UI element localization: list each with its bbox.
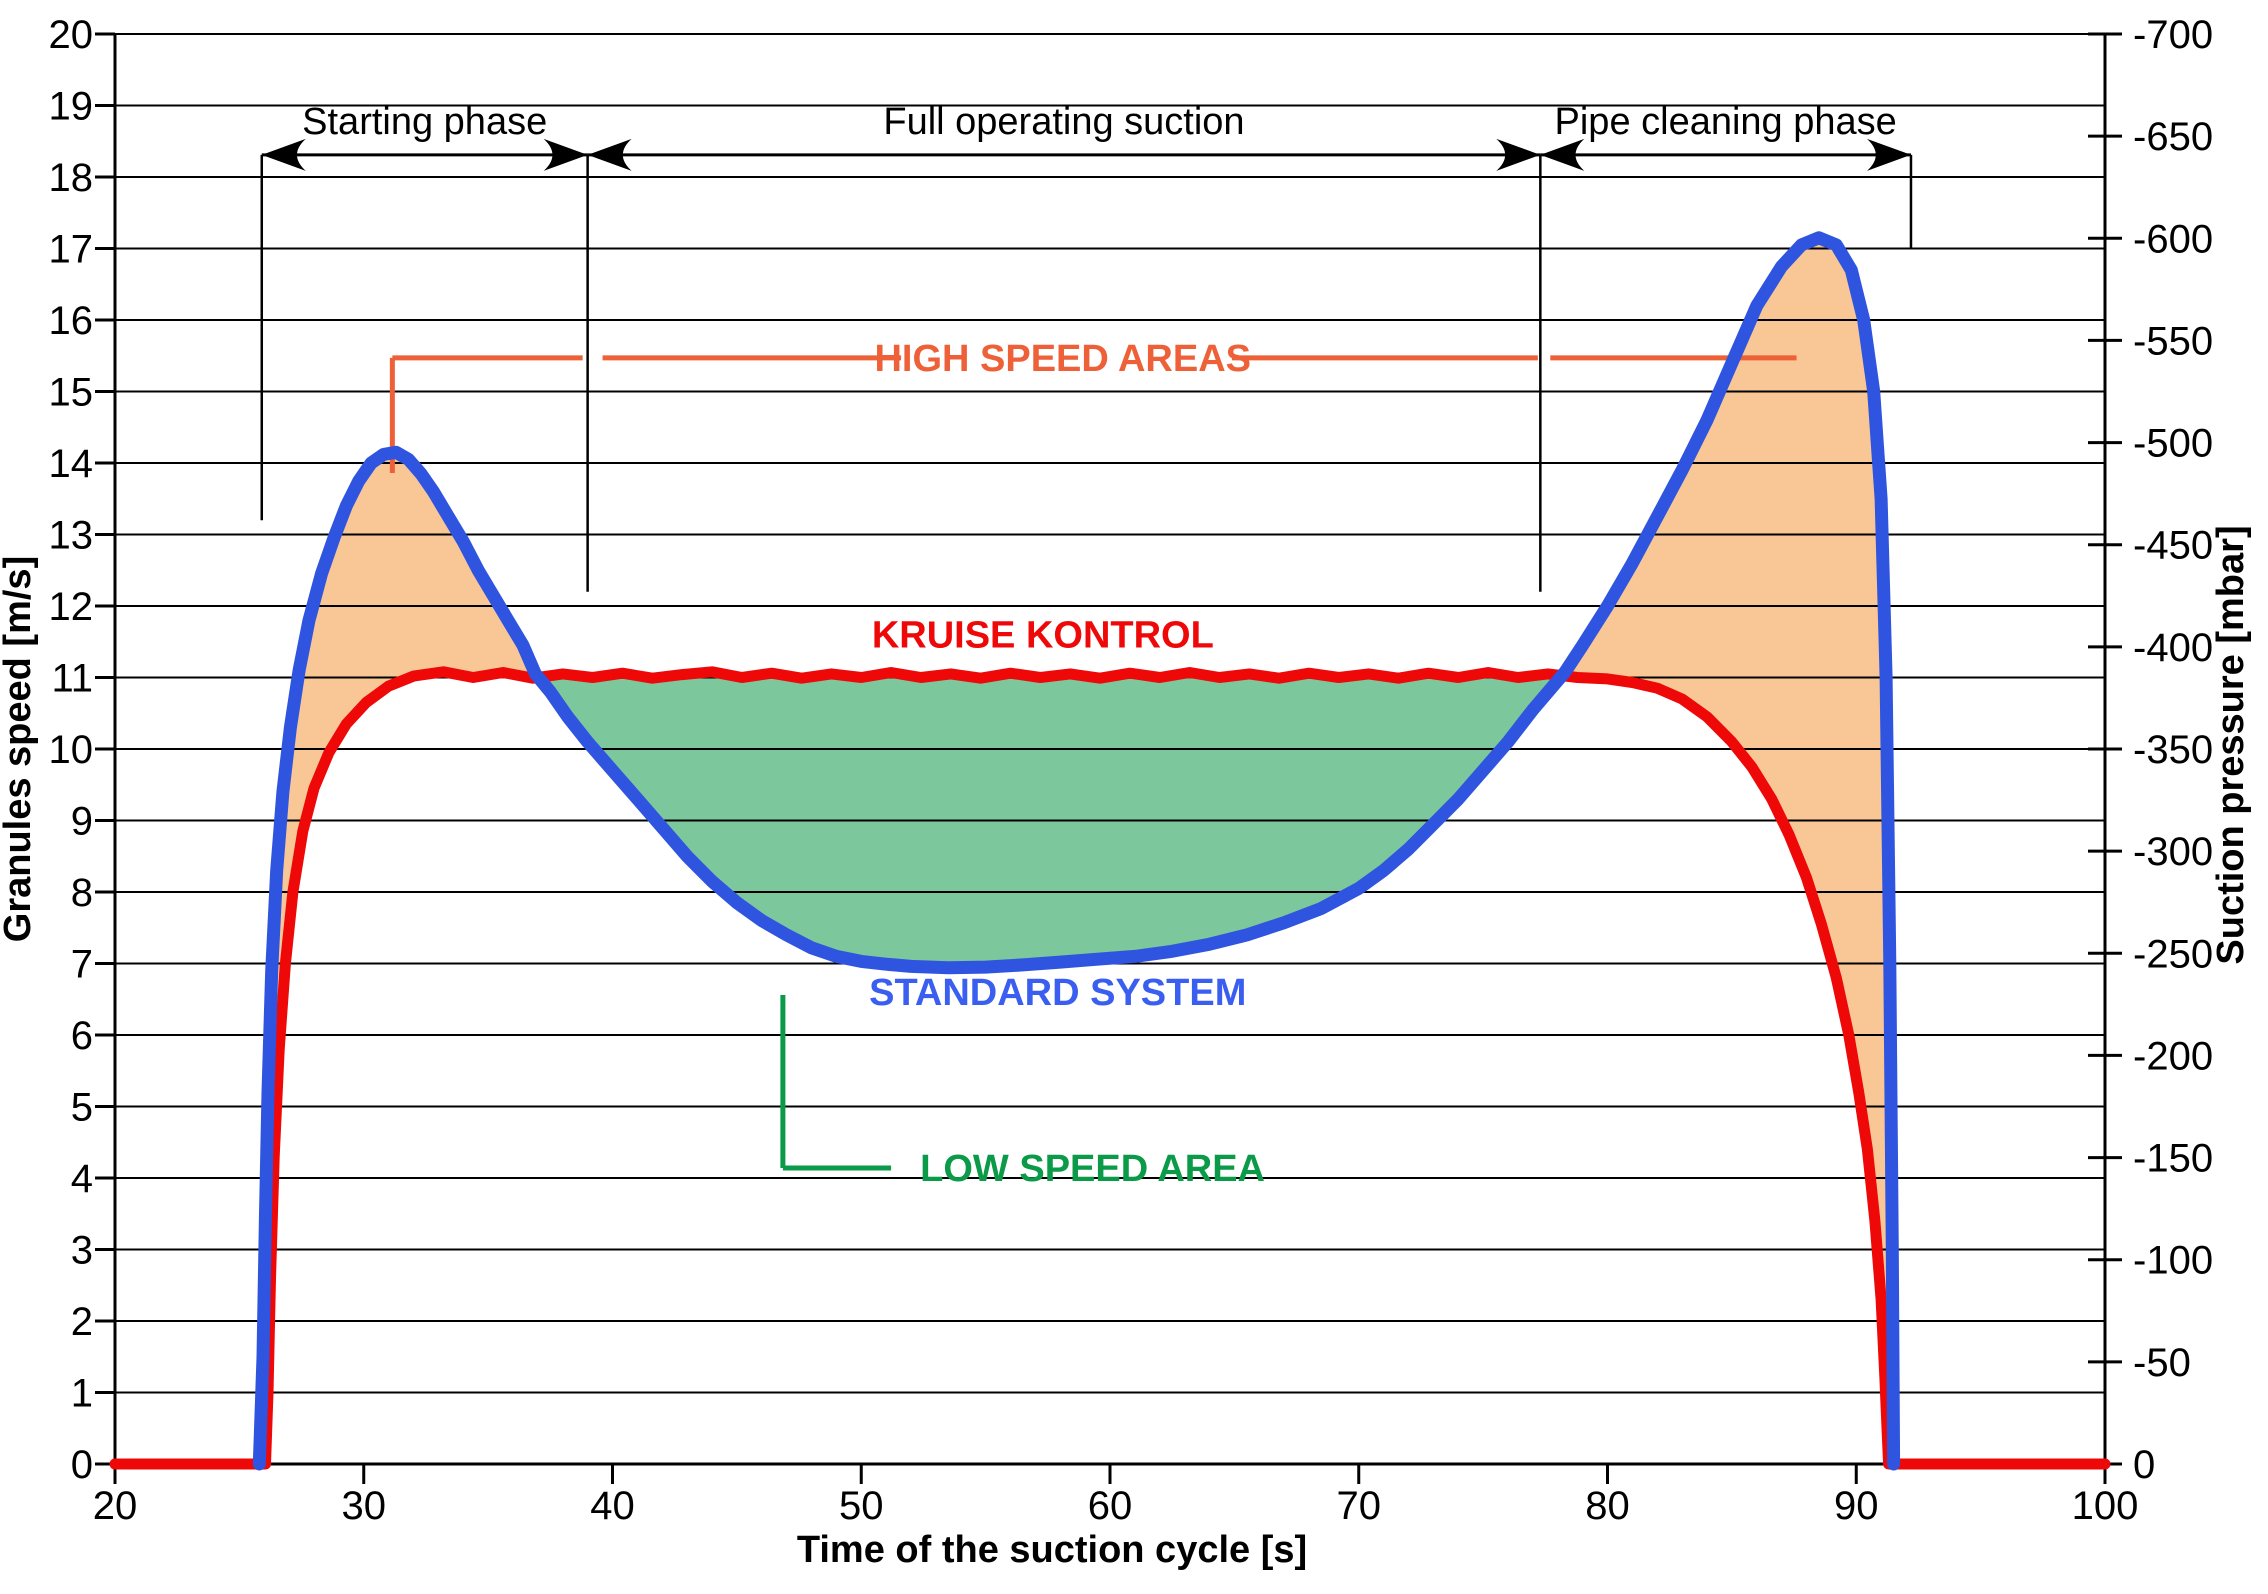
x-tick-label: 20 [93, 1484, 138, 1528]
kruise-kontrol-label: KRUISE KONTROL [872, 614, 1214, 656]
y-left-tick-label: 5 [71, 1086, 93, 1130]
arrowhead-icon [587, 138, 632, 171]
phase-label: Full operating suction [883, 101, 1244, 143]
y-left-tick-label: 7 [71, 943, 93, 987]
arrowhead-icon [543, 138, 588, 171]
y-left-tick-label: 13 [49, 514, 94, 558]
y-right-tick-label: -400 [2133, 626, 2213, 670]
y-left-tick-label: 11 [51, 657, 93, 701]
arrowhead-icon [1540, 138, 1585, 171]
arrowhead-icon [1496, 138, 1541, 171]
y-right-tick-label: -300 [2133, 830, 2213, 874]
y-left-tick-label: 18 [49, 156, 94, 200]
x-tick-label: 40 [590, 1484, 635, 1528]
high-speed-areas-label: HIGH SPEED AREAS [874, 338, 1251, 380]
y-left-tick-label: 14 [49, 442, 94, 486]
y-right-tick-label: -550 [2133, 319, 2213, 363]
x-tick-label: 30 [342, 1484, 387, 1528]
low-speed-area-label: LOW SPEED AREA [920, 1148, 1265, 1190]
phase-label: Pipe cleaning phase [1555, 101, 1897, 143]
y-left-tick-label: 9 [71, 800, 93, 844]
y-right-tick-label: -500 [2133, 422, 2213, 466]
standard-system-curve [252, 231, 1901, 1471]
y-right-tick-label: -600 [2133, 217, 2213, 261]
y-right-tick-label: -700 [2133, 13, 2213, 57]
x-tick-label: 80 [1585, 1484, 1630, 1528]
arrowhead-icon [1866, 138, 1911, 171]
y-left-tick-label: 8 [71, 871, 93, 915]
x-tick-label: 50 [839, 1484, 884, 1528]
x-tick-label: 60 [1088, 1484, 1133, 1528]
y-left-tick-label: 20 [49, 13, 94, 57]
y-left-tick-label: 4 [71, 1157, 93, 1201]
y-left-tick-label: 3 [71, 1229, 93, 1273]
region-high-speed-left [260, 452, 536, 1464]
region-high-speed-right [1565, 237, 1894, 1464]
y-left-tick-label: 0 [71, 1443, 93, 1487]
y-left-tick-label: 17 [49, 228, 94, 272]
y-left-tick-label: 10 [49, 728, 94, 772]
y-left-axis-title: Granules speed [m/s] [0, 556, 39, 942]
kruise-kontrol-curve [109, 666, 2111, 1470]
standard-system-label: STANDARD SYSTEM [869, 972, 1246, 1014]
y-right-tick-label: -250 [2133, 932, 2213, 976]
y-right-tick-label: -50 [2133, 1341, 2191, 1385]
y-left-tick-label: 16 [49, 299, 94, 343]
phase-label: Starting phase [302, 101, 547, 143]
y-right-tick-label: -450 [2133, 524, 2213, 568]
y-left-tick-label: 6 [71, 1014, 93, 1058]
x-tick-label: 70 [1337, 1484, 1382, 1528]
x-axis-title: Time of the suction cycle [s] [797, 1529, 1307, 1571]
y-right-tick-label: 0 [2133, 1443, 2155, 1487]
x-tick-label: 100 [2072, 1484, 2139, 1528]
y-left-tick-label: 15 [49, 371, 94, 415]
y-right-tick-label: -150 [2133, 1137, 2213, 1181]
y-left-tick-label: 12 [49, 585, 94, 629]
y-right-tick-label: -350 [2133, 728, 2213, 772]
y-right-axis-title: Suction pressure [mbar] [2210, 525, 2252, 964]
y-left-tick-label: 1 [71, 1372, 93, 1416]
y-right-tick-label: -650 [2133, 115, 2213, 159]
y-left-tick-label: 2 [71, 1300, 93, 1344]
y-right-tick-label: -200 [2133, 1034, 2213, 1078]
arrowhead-icon [261, 138, 306, 171]
y-left-tick-label: 19 [49, 85, 94, 129]
x-tick-label: 90 [1834, 1484, 1879, 1528]
y-right-tick-label: -100 [2133, 1239, 2213, 1283]
